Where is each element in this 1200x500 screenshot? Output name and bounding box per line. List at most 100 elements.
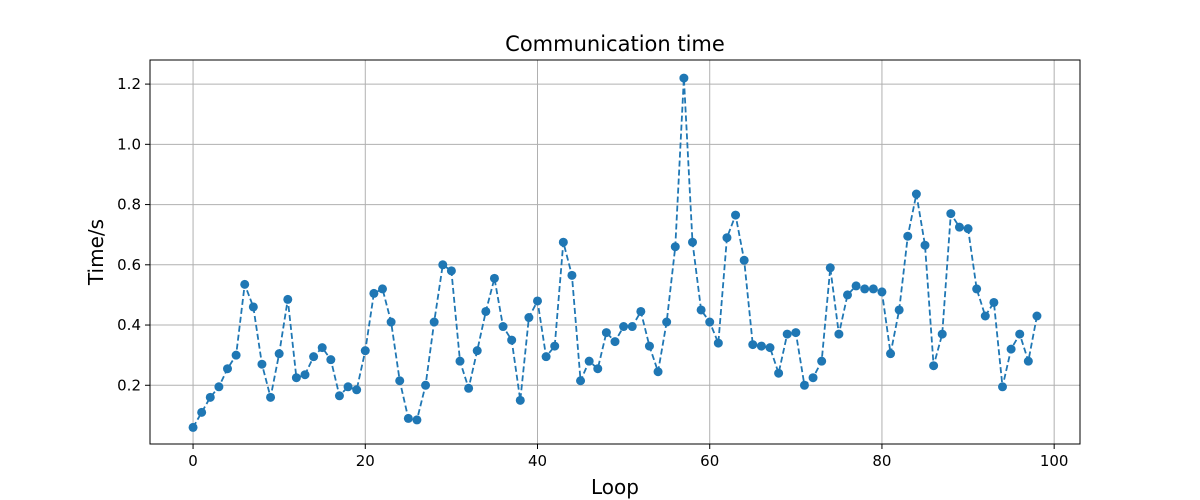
data-point bbox=[843, 290, 852, 300]
data-point bbox=[1006, 344, 1016, 354]
chart-title: Communication time bbox=[505, 32, 725, 56]
data-point bbox=[868, 284, 878, 294]
data-point bbox=[395, 376, 405, 386]
y-tick-label: 0.8 bbox=[117, 196, 141, 214]
data-point bbox=[541, 352, 551, 362]
data-point bbox=[860, 284, 870, 294]
data-point bbox=[653, 367, 663, 377]
data-point bbox=[283, 294, 293, 304]
data-point bbox=[825, 263, 835, 273]
data-point bbox=[489, 273, 499, 283]
data-point bbox=[834, 329, 844, 339]
y-tick-label: 1.0 bbox=[117, 135, 141, 153]
data-point bbox=[205, 392, 215, 402]
data-point bbox=[963, 224, 973, 234]
data-point bbox=[636, 306, 646, 316]
data-series bbox=[188, 73, 1042, 432]
data-point bbox=[352, 385, 362, 395]
data-point bbox=[584, 356, 594, 366]
data-point bbox=[679, 73, 689, 83]
data-point bbox=[894, 305, 904, 315]
data-point bbox=[334, 391, 344, 401]
data-point bbox=[1015, 329, 1025, 339]
data-point bbox=[291, 373, 301, 383]
data-point bbox=[266, 392, 276, 402]
data-point bbox=[412, 415, 422, 425]
x-tick-label: 60 bbox=[700, 452, 719, 470]
data-point bbox=[369, 288, 379, 298]
data-point bbox=[782, 329, 792, 339]
data-point bbox=[696, 305, 706, 315]
data-point bbox=[817, 356, 827, 366]
data-point bbox=[498, 322, 508, 332]
data-point bbox=[223, 364, 232, 374]
data-point bbox=[481, 306, 491, 316]
data-point bbox=[946, 209, 956, 219]
data-point bbox=[524, 313, 534, 323]
data-point bbox=[601, 328, 611, 338]
data-point bbox=[627, 322, 637, 332]
y-tick-label: 0.2 bbox=[117, 376, 141, 394]
x-tick-label: 40 bbox=[528, 452, 547, 470]
data-point bbox=[507, 335, 517, 345]
data-point bbox=[886, 349, 896, 359]
data-point bbox=[739, 255, 749, 265]
data-point bbox=[748, 340, 758, 350]
axis-ticks: 0 20 40 60 80 100 0.2 0.4 0.6 0.8 1.0 1.2 bbox=[117, 75, 1068, 470]
data-point bbox=[920, 240, 930, 250]
data-point bbox=[403, 413, 413, 423]
data-point bbox=[188, 422, 198, 432]
data-point bbox=[455, 356, 465, 366]
data-point bbox=[808, 373, 818, 383]
data-point bbox=[386, 317, 396, 327]
data-point bbox=[705, 317, 715, 327]
data-point bbox=[515, 395, 525, 405]
data-point bbox=[378, 284, 387, 294]
data-point bbox=[756, 341, 766, 351]
grid bbox=[150, 60, 1080, 444]
data-point bbox=[998, 382, 1007, 392]
data-point bbox=[1032, 311, 1042, 321]
x-tick-label: 80 bbox=[872, 452, 891, 470]
data-point bbox=[317, 343, 327, 353]
data-point bbox=[937, 329, 947, 339]
data-point bbox=[300, 370, 310, 380]
data-point bbox=[877, 287, 887, 297]
data-point bbox=[662, 317, 672, 327]
data-point bbox=[438, 260, 448, 270]
data-point bbox=[911, 189, 921, 199]
data-point bbox=[576, 376, 586, 386]
x-tick-label: 100 bbox=[1040, 452, 1069, 470]
data-point bbox=[688, 237, 697, 247]
data-point bbox=[257, 359, 267, 369]
data-point bbox=[610, 337, 620, 347]
data-point bbox=[765, 343, 775, 353]
data-point bbox=[533, 296, 542, 306]
y-tick-label: 1.2 bbox=[117, 75, 141, 93]
data-point bbox=[929, 361, 939, 371]
data-point bbox=[731, 210, 741, 220]
data-point bbox=[954, 222, 964, 232]
data-point bbox=[774, 368, 784, 378]
data-point bbox=[326, 355, 336, 365]
data-point bbox=[197, 407, 207, 417]
data-point bbox=[240, 279, 250, 289]
data-point bbox=[429, 317, 439, 327]
data-point bbox=[343, 382, 353, 392]
y-tick-label: 0.4 bbox=[117, 316, 141, 334]
x-tick-label: 0 bbox=[188, 452, 198, 470]
x-tick-label: 20 bbox=[356, 452, 375, 470]
data-point bbox=[619, 322, 629, 332]
data-point bbox=[713, 338, 723, 348]
data-point bbox=[980, 311, 990, 321]
data-point bbox=[670, 242, 680, 252]
data-point bbox=[464, 383, 474, 393]
data-point bbox=[799, 380, 809, 390]
data-point bbox=[972, 284, 982, 294]
data-point bbox=[593, 364, 603, 374]
data-point bbox=[644, 341, 654, 351]
data-point bbox=[851, 281, 861, 291]
data-point bbox=[1023, 356, 1033, 366]
data-point bbox=[248, 302, 258, 312]
